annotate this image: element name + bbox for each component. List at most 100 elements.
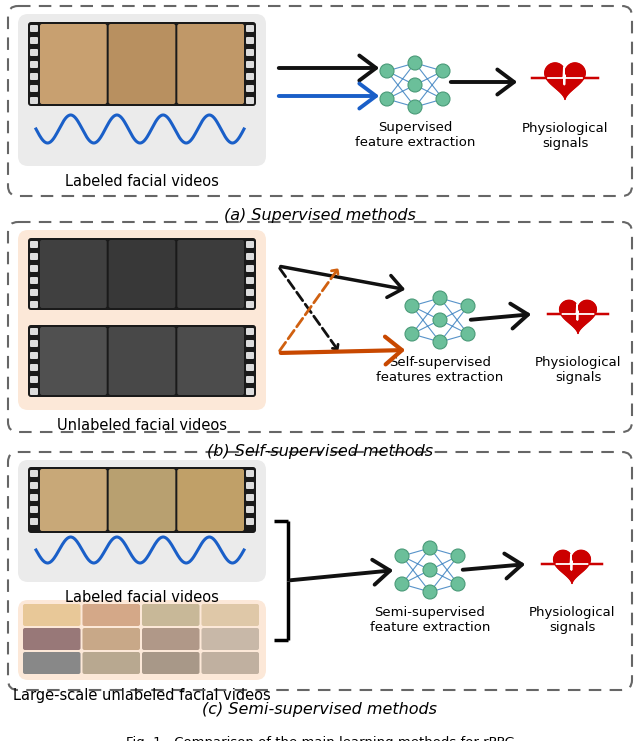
FancyBboxPatch shape: [246, 61, 254, 68]
FancyBboxPatch shape: [30, 352, 38, 359]
Circle shape: [380, 64, 394, 78]
Text: (a) Supervised methods: (a) Supervised methods: [224, 208, 416, 223]
FancyBboxPatch shape: [30, 37, 38, 44]
FancyBboxPatch shape: [30, 376, 38, 383]
FancyBboxPatch shape: [246, 37, 254, 44]
Text: Fig. 1.  Comparison of the main learning methods for rPPG: Fig. 1. Comparison of the main learning …: [125, 736, 515, 741]
FancyBboxPatch shape: [28, 22, 256, 106]
FancyBboxPatch shape: [246, 506, 254, 513]
Polygon shape: [554, 551, 590, 584]
FancyBboxPatch shape: [40, 469, 107, 531]
FancyBboxPatch shape: [246, 482, 254, 489]
FancyBboxPatch shape: [177, 469, 244, 531]
Circle shape: [423, 541, 437, 555]
FancyBboxPatch shape: [246, 352, 254, 359]
FancyBboxPatch shape: [23, 604, 81, 626]
Circle shape: [380, 92, 394, 106]
Circle shape: [408, 78, 422, 92]
FancyBboxPatch shape: [246, 470, 254, 477]
FancyBboxPatch shape: [202, 628, 259, 650]
FancyBboxPatch shape: [30, 265, 38, 272]
FancyBboxPatch shape: [142, 628, 200, 650]
Circle shape: [451, 577, 465, 591]
Circle shape: [433, 313, 447, 327]
Circle shape: [436, 92, 450, 106]
Text: Unlabeled facial videos: Unlabeled facial videos: [57, 418, 227, 433]
FancyBboxPatch shape: [109, 327, 175, 395]
FancyBboxPatch shape: [177, 240, 244, 308]
FancyBboxPatch shape: [202, 652, 259, 674]
FancyBboxPatch shape: [30, 85, 38, 92]
FancyBboxPatch shape: [246, 253, 254, 260]
FancyBboxPatch shape: [18, 230, 266, 410]
FancyBboxPatch shape: [40, 240, 107, 308]
FancyBboxPatch shape: [177, 24, 244, 104]
FancyBboxPatch shape: [23, 628, 81, 650]
Circle shape: [433, 291, 447, 305]
FancyBboxPatch shape: [18, 14, 266, 166]
FancyBboxPatch shape: [109, 24, 175, 104]
Text: Physiological
signals: Physiological signals: [529, 606, 615, 634]
FancyBboxPatch shape: [40, 24, 107, 104]
FancyBboxPatch shape: [30, 494, 38, 501]
FancyBboxPatch shape: [142, 652, 200, 674]
Circle shape: [408, 100, 422, 114]
FancyBboxPatch shape: [18, 600, 266, 680]
FancyBboxPatch shape: [30, 518, 38, 525]
FancyBboxPatch shape: [246, 97, 254, 104]
FancyBboxPatch shape: [246, 328, 254, 335]
FancyBboxPatch shape: [30, 289, 38, 296]
FancyBboxPatch shape: [30, 328, 38, 335]
FancyBboxPatch shape: [246, 340, 254, 347]
FancyBboxPatch shape: [30, 253, 38, 260]
FancyBboxPatch shape: [246, 49, 254, 56]
FancyBboxPatch shape: [202, 604, 259, 626]
Polygon shape: [545, 63, 585, 99]
FancyBboxPatch shape: [30, 25, 38, 32]
FancyBboxPatch shape: [246, 301, 254, 308]
FancyBboxPatch shape: [109, 469, 175, 531]
Circle shape: [395, 577, 409, 591]
FancyBboxPatch shape: [246, 376, 254, 383]
FancyBboxPatch shape: [30, 388, 38, 395]
FancyBboxPatch shape: [83, 628, 140, 650]
Circle shape: [395, 549, 409, 563]
FancyBboxPatch shape: [109, 240, 175, 308]
Circle shape: [405, 327, 419, 341]
Text: Labeled facial videos: Labeled facial videos: [65, 590, 219, 605]
FancyBboxPatch shape: [246, 388, 254, 395]
Circle shape: [436, 64, 450, 78]
Circle shape: [461, 327, 475, 341]
Text: Physiological
signals: Physiological signals: [522, 122, 608, 150]
Circle shape: [433, 335, 447, 349]
Circle shape: [423, 563, 437, 577]
Text: Self-supervised
features extraction: Self-supervised features extraction: [376, 356, 504, 384]
FancyBboxPatch shape: [246, 85, 254, 92]
Text: Semi-supervised
feature extraction: Semi-supervised feature extraction: [370, 606, 490, 634]
Text: Supervised
feature extraction: Supervised feature extraction: [355, 121, 475, 149]
FancyBboxPatch shape: [30, 61, 38, 68]
Text: (c) Semi-supervised methods: (c) Semi-supervised methods: [202, 702, 438, 717]
FancyBboxPatch shape: [83, 652, 140, 674]
FancyBboxPatch shape: [30, 364, 38, 371]
FancyBboxPatch shape: [30, 506, 38, 513]
FancyBboxPatch shape: [30, 49, 38, 56]
Circle shape: [408, 56, 422, 70]
Text: (b) Self-supervised methods: (b) Self-supervised methods: [207, 444, 433, 459]
FancyBboxPatch shape: [246, 277, 254, 284]
Text: Large-scale unlabeled facial videos: Large-scale unlabeled facial videos: [13, 688, 271, 703]
FancyBboxPatch shape: [83, 604, 140, 626]
FancyBboxPatch shape: [23, 652, 81, 674]
FancyBboxPatch shape: [30, 340, 38, 347]
FancyBboxPatch shape: [142, 604, 200, 626]
FancyBboxPatch shape: [18, 460, 266, 582]
FancyBboxPatch shape: [246, 241, 254, 248]
FancyBboxPatch shape: [30, 73, 38, 80]
FancyBboxPatch shape: [30, 97, 38, 104]
FancyBboxPatch shape: [30, 301, 38, 308]
FancyBboxPatch shape: [246, 518, 254, 525]
FancyBboxPatch shape: [246, 364, 254, 371]
FancyBboxPatch shape: [30, 241, 38, 248]
FancyBboxPatch shape: [40, 327, 107, 395]
FancyBboxPatch shape: [28, 467, 256, 533]
